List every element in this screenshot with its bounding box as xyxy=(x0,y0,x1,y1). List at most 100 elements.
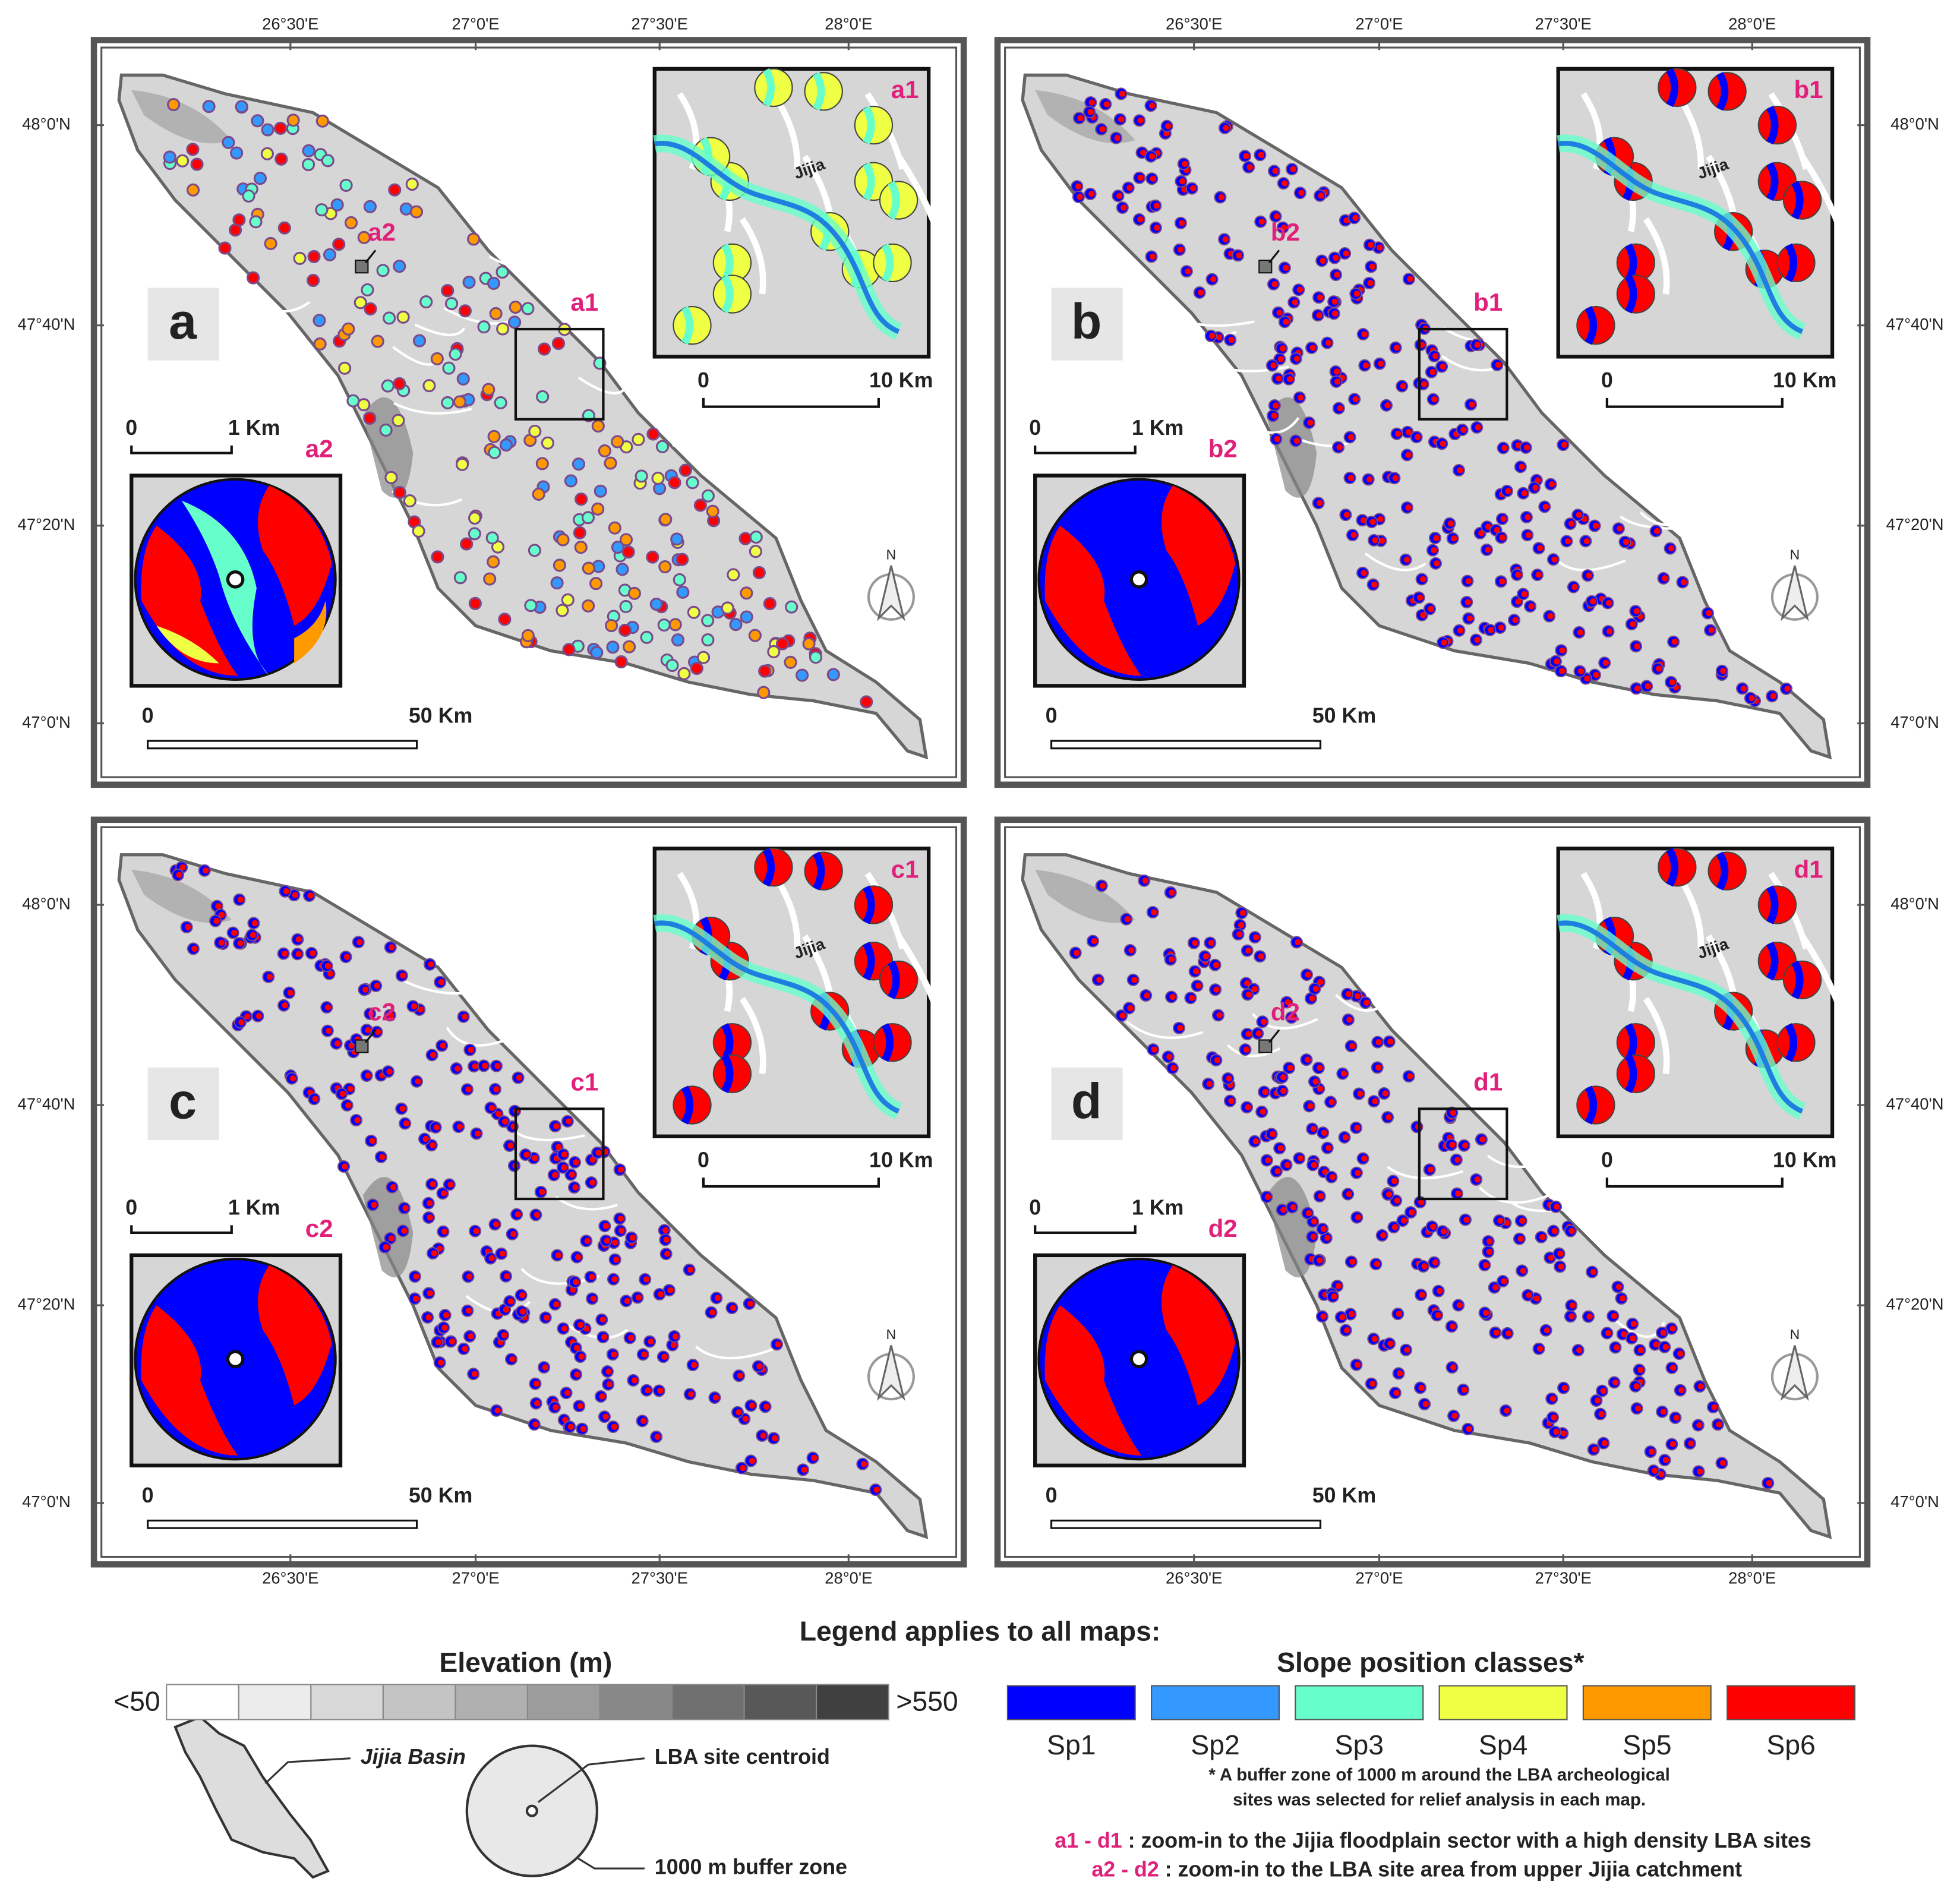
site xyxy=(218,241,232,255)
site-part xyxy=(1450,1109,1457,1116)
site-part xyxy=(1553,1428,1560,1435)
site-part xyxy=(1387,1340,1394,1347)
site xyxy=(487,276,500,290)
site xyxy=(646,427,660,441)
site xyxy=(392,413,405,427)
site-part xyxy=(1528,603,1535,610)
site-part xyxy=(516,1074,523,1081)
site xyxy=(403,494,416,508)
site xyxy=(536,390,550,403)
site-part xyxy=(1265,1157,1271,1164)
site-part xyxy=(756,1363,763,1370)
inset-site-part xyxy=(1585,306,1597,345)
latitude-label: 47°20'N xyxy=(18,515,75,533)
site xyxy=(521,302,535,315)
site-part xyxy=(1309,995,1315,1002)
site xyxy=(361,283,374,296)
zoom2-box xyxy=(355,260,369,274)
latitude-label: 47°40'N xyxy=(18,1094,75,1113)
zoom2-inset xyxy=(130,473,343,688)
inset-site-part xyxy=(863,106,875,145)
site-part xyxy=(737,1372,744,1379)
site-part xyxy=(1637,1347,1645,1353)
site-part xyxy=(1576,512,1583,519)
panel-inner-frame xyxy=(1004,826,1861,1558)
site-part xyxy=(1568,1227,1575,1235)
site-part xyxy=(1258,218,1265,225)
site xyxy=(749,531,763,544)
site-part xyxy=(1243,1046,1250,1053)
site xyxy=(616,563,629,576)
stream xyxy=(400,978,478,995)
basin-label: Jijia Basin xyxy=(361,1745,466,1769)
site-part xyxy=(399,1105,406,1112)
site-part xyxy=(1469,401,1475,408)
longitude-label: 27°30'E xyxy=(1535,1569,1591,1587)
site xyxy=(346,394,360,408)
slope-class-name: Sp1 xyxy=(1047,1729,1096,1760)
letter-box xyxy=(147,1067,219,1141)
site-part xyxy=(1280,224,1287,231)
site xyxy=(509,300,522,314)
site-part xyxy=(1450,1323,1456,1330)
site-part xyxy=(1630,1335,1636,1341)
site-part xyxy=(595,1149,602,1156)
site-part xyxy=(431,1250,437,1257)
site-part xyxy=(714,1295,721,1302)
scale-label: 0 xyxy=(1601,1148,1613,1172)
site-part xyxy=(1548,481,1555,488)
site-part xyxy=(1262,1088,1269,1096)
site-part xyxy=(1352,214,1359,222)
site-part xyxy=(1374,1261,1381,1267)
scale-bar xyxy=(1605,1177,1784,1188)
site-part xyxy=(611,1276,618,1283)
site xyxy=(690,661,703,675)
site-part xyxy=(430,1142,436,1148)
basin xyxy=(117,73,929,760)
site xyxy=(696,651,711,664)
site-part xyxy=(365,1027,371,1033)
inset-site-part xyxy=(863,162,875,201)
elevation-min: <50 xyxy=(113,1685,160,1716)
site-part xyxy=(1612,1379,1619,1386)
site-part xyxy=(1621,1331,1627,1338)
site-part xyxy=(1260,1109,1267,1115)
latitude-label: 47°40'N xyxy=(1886,1094,1944,1113)
site-part xyxy=(1568,520,1575,527)
site-part xyxy=(1177,1025,1183,1031)
site-part xyxy=(1116,192,1123,199)
site xyxy=(242,189,255,203)
site-part xyxy=(654,1434,661,1440)
north-arrow xyxy=(1780,1345,1809,1401)
site-part xyxy=(574,1371,580,1378)
site-part xyxy=(629,1235,636,1241)
site-part xyxy=(1317,1065,1323,1071)
site-part xyxy=(1321,1129,1328,1136)
site-part xyxy=(542,1364,548,1371)
site xyxy=(604,456,617,470)
site xyxy=(393,377,406,390)
site-part xyxy=(749,1402,756,1409)
zoom1-label: d1 xyxy=(1473,1068,1503,1096)
site xyxy=(249,215,263,229)
site-part xyxy=(1432,353,1439,359)
site-part xyxy=(1164,122,1172,130)
arrow xyxy=(264,1757,351,1784)
site-part xyxy=(1784,686,1791,692)
site-part xyxy=(763,1403,770,1410)
site-part xyxy=(1206,1081,1213,1087)
longitude-label: 27°0'E xyxy=(452,14,500,33)
site-part xyxy=(1239,910,1246,916)
site-part xyxy=(1103,101,1110,108)
site xyxy=(383,311,396,325)
site-part xyxy=(1371,581,1378,588)
site-part xyxy=(427,1290,434,1297)
site-part xyxy=(1222,236,1229,243)
site-part xyxy=(345,1102,352,1109)
site-part xyxy=(1364,999,1370,1006)
site-part xyxy=(661,1353,668,1360)
site-part xyxy=(427,1214,433,1221)
site-part xyxy=(342,1163,348,1170)
site-part xyxy=(1606,628,1613,634)
